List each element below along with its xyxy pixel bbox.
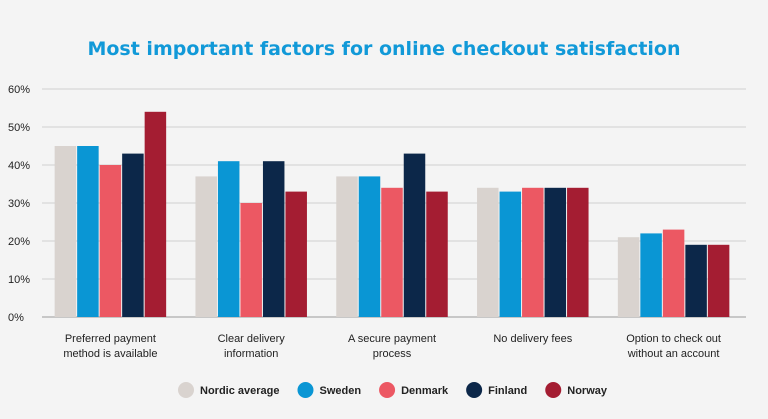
category-label: method is available — [63, 348, 157, 360]
bars — [54, 111, 730, 317]
bar — [426, 191, 448, 317]
category-label: Preferred payment — [65, 333, 156, 345]
bar — [707, 244, 730, 317]
bar — [99, 165, 122, 317]
category-label: process — [373, 348, 412, 360]
bar — [662, 229, 685, 317]
bar — [144, 111, 167, 317]
bar — [77, 146, 99, 317]
bar — [403, 153, 426, 317]
bar — [477, 187, 499, 317]
y-tick-label: 30% — [8, 198, 30, 210]
chart-title: Most important factors for online checko… — [87, 38, 680, 60]
legend-item[interactable]: Denmark — [379, 382, 449, 398]
x-axis-labels: Preferred payment method is available Clea… — [63, 333, 721, 360]
bar — [217, 161, 240, 317]
category-label: Clear delivery — [218, 333, 286, 345]
legend-label: Norway — [567, 385, 608, 397]
legend-item[interactable]: Nordic average — [178, 382, 279, 398]
bar — [381, 187, 403, 317]
bar — [240, 203, 262, 317]
bar — [640, 233, 662, 317]
bar — [336, 176, 358, 317]
y-tick-label: 0% — [8, 312, 24, 324]
legend-label: Denmark — [401, 385, 449, 397]
legend[interactable]: Nordic average Sweden Denmark Finland Norway — [178, 382, 608, 398]
legend-swatch — [297, 382, 314, 398]
y-tick-label: 50% — [8, 122, 30, 134]
legend-label: Nordic average — [200, 385, 279, 397]
bar — [685, 244, 707, 317]
legend-swatch — [379, 382, 396, 398]
bar — [122, 153, 144, 317]
bar — [499, 191, 522, 317]
y-tick-label: 10% — [8, 274, 30, 286]
bar — [54, 146, 77, 317]
legend-label: Finland — [488, 385, 527, 397]
legend-item[interactable]: Norway — [545, 382, 608, 398]
bar — [522, 187, 544, 317]
bar — [617, 237, 640, 317]
bar — [567, 187, 589, 317]
bar — [285, 191, 307, 317]
bar — [195, 176, 217, 317]
category-label: information — [224, 348, 278, 360]
bar — [262, 161, 285, 317]
y-tick-label: 60% — [8, 84, 30, 96]
category-label: No delivery fees — [493, 333, 572, 345]
category-label: without an account — [627, 348, 720, 360]
category-label: A secure payment — [348, 333, 436, 345]
legend-item[interactable]: Finland — [466, 382, 527, 398]
y-tick-label: 20% — [8, 236, 30, 248]
y-axis-ticks: 0% 10% 20% 30% 40% 50% 60% — [8, 84, 30, 324]
legend-item[interactable]: Sweden — [297, 382, 361, 398]
bar — [544, 187, 567, 317]
legend-label: Sweden — [319, 385, 361, 397]
bar — [358, 176, 381, 317]
legend-swatch — [178, 382, 194, 398]
y-tick-label: 40% — [8, 160, 30, 172]
category-label: Option to check out — [626, 333, 721, 345]
legend-swatch — [545, 382, 562, 398]
legend-swatch — [466, 382, 483, 398]
